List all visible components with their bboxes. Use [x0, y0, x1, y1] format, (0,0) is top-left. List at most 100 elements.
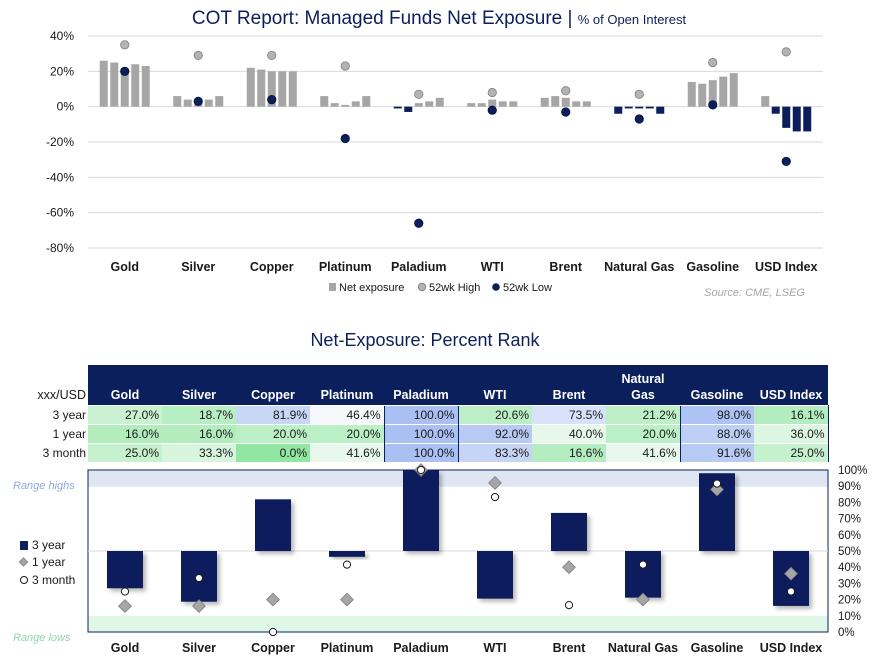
- high-52wk-marker: [120, 40, 130, 50]
- high-52wk-marker: [708, 57, 718, 68]
- net-exposure-bar: [341, 104, 350, 107]
- source-note: Source: CME, LSEG: [704, 287, 805, 299]
- y-tick-label: -40%: [46, 170, 74, 184]
- net-exposure-bar: [719, 76, 728, 107]
- net-exposure-bar: [110, 62, 119, 107]
- net-exposure-bar: [572, 101, 581, 107]
- legend-swatch-1-year: [18, 557, 29, 567]
- high-52wk-marker: [340, 61, 350, 71]
- table-cell: 20.0%: [310, 423, 384, 443]
- rank-1-year-marker: [636, 592, 650, 607]
- high-52wk-marker: [634, 89, 644, 99]
- y-tick-label: 10%: [838, 611, 861, 623]
- x-category-label: Platinum: [319, 260, 372, 274]
- low-52wk-marker: [781, 156, 791, 167]
- low-52wk-marker: [340, 133, 350, 144]
- table-row: 1 year 16.0% 16.0% 20.0% 20.0% 100.0% 92.0% 40.…: [0, 423, 829, 443]
- range-low-band: [88, 615, 828, 632]
- legend-swatch-3-month: [20, 576, 28, 584]
- net-exposure-bar: [183, 99, 192, 107]
- net-exposure-bar: [498, 101, 507, 107]
- rank-3-year-bar: [403, 470, 439, 551]
- x-category-label: Copper: [250, 260, 294, 274]
- net-exposure-bar: [246, 67, 255, 107]
- low-52wk-marker: [634, 114, 644, 124]
- y-tick-label: 20%: [838, 595, 861, 607]
- high-52wk-marker: [414, 89, 424, 99]
- percent-rank-chart: 100% 90% 80% 70% 60% 50% 40% 30% 20% 10% 0% Range h…: [13, 463, 867, 655]
- net-exposure-bar: [782, 106, 791, 128]
- legend-swatch-net-exposure: [329, 283, 336, 291]
- y-tick-label: 60%: [838, 530, 861, 542]
- legend-swatch-52wk-low: [492, 283, 500, 291]
- legend-label-1-year: 1 year: [32, 555, 65, 569]
- legend-label-3-month: 3 month: [32, 573, 75, 587]
- net-exposure-bar: [614, 106, 623, 114]
- net-exposure-bar: [624, 106, 633, 109]
- range-high-band: [88, 470, 828, 487]
- rank-1-year-marker: [266, 592, 280, 607]
- net-exposure-bar: [551, 96, 560, 107]
- y-tick-label: 70%: [838, 514, 861, 526]
- table-cell: 46.4%: [310, 404, 384, 424]
- y-tick-label: -60%: [46, 206, 74, 220]
- table-column-header: Natural Gas: [606, 365, 680, 405]
- table-cell: 92.0%: [457, 423, 532, 443]
- x-category-label: Natural Gas: [608, 641, 678, 655]
- table-body: 3 year 27.0% 18.7% 81.9% 46.4% 100.0% 20.6% 73.…: [0, 404, 829, 462]
- x-category-label: USD Index: [755, 260, 818, 274]
- table-column-header: Copper: [236, 365, 310, 405]
- rank-3-month-marker: [342, 560, 352, 569]
- high-52wk-marker: [193, 50, 203, 61]
- rank-3-year-bar: [107, 551, 143, 589]
- table-column-header: Silver: [162, 365, 236, 405]
- rank-3-month-marker: [268, 627, 278, 637]
- net-exposure-bar: [131, 64, 140, 107]
- net-exposure-bar: [698, 83, 707, 107]
- net-exposure-bar: [204, 99, 213, 107]
- x-category-label: Silver: [181, 260, 215, 274]
- table-cell: 16.0%: [88, 423, 162, 443]
- table-column-header: Gasoline: [680, 365, 754, 405]
- x-category-label: WTI: [481, 260, 504, 274]
- low-52wk-marker: [708, 100, 718, 110]
- table-cell: 20.0%: [606, 423, 680, 443]
- net-exposure-bar: [414, 103, 423, 107]
- range-lows-label: Range lows: [13, 632, 71, 644]
- table-row-label: 1 year: [0, 423, 88, 443]
- net-exposure-bar: [267, 71, 276, 107]
- net-exposure-bar: [540, 97, 549, 107]
- net-exposure-bar: [656, 106, 665, 114]
- table-column-header: WTI: [458, 365, 532, 405]
- x-category-label: Gasoline: [686, 260, 739, 274]
- high-52wk-marker: [487, 87, 497, 98]
- rank-3-month-marker: [490, 492, 500, 502]
- rank-3-year-bar: [551, 512, 587, 551]
- legend-swatch-3-year: [20, 541, 28, 550]
- legend-label-52wk-high: 52wk High: [429, 282, 480, 294]
- low-52wk-marker: [120, 66, 130, 76]
- net-exposure-bar: [320, 96, 329, 107]
- net-exposure-bar: [467, 103, 476, 107]
- legend-label-net-exposure: Net exposure: [339, 282, 404, 294]
- y-tick-label: 50%: [838, 546, 861, 558]
- y-tick-label: -20%: [46, 135, 74, 149]
- high-52wk-marker: [781, 47, 791, 57]
- net-exposure-bar: [120, 67, 129, 107]
- table-column-header: USD Index: [754, 365, 828, 405]
- net-exposure-bar: [645, 106, 654, 109]
- table-cell: 16.1%: [754, 404, 829, 424]
- y-tick-label: 90%: [838, 481, 861, 493]
- table-header-row: xxx/USD Gold Silver Copper Platinum Paladium…: [0, 365, 828, 405]
- net-exposure-bar: [708, 80, 717, 107]
- percent-rank-title: Net-Exposure: Percent Rank: [310, 330, 540, 350]
- rank-3-month-marker: [564, 601, 574, 610]
- rank-3-month-marker: [638, 560, 648, 569]
- y-tick-label: 100%: [838, 465, 867, 477]
- rank-1-year-marker: [192, 599, 206, 614]
- rank-1-year-marker: [784, 566, 798, 581]
- table-cell: 83.3%: [457, 442, 532, 462]
- net-exposure-bar: [257, 69, 266, 107]
- top-chart-title: COT Report: Managed Funds Net Exposure |…: [0, 8, 878, 30]
- table-cell: 21.2%: [606, 404, 680, 424]
